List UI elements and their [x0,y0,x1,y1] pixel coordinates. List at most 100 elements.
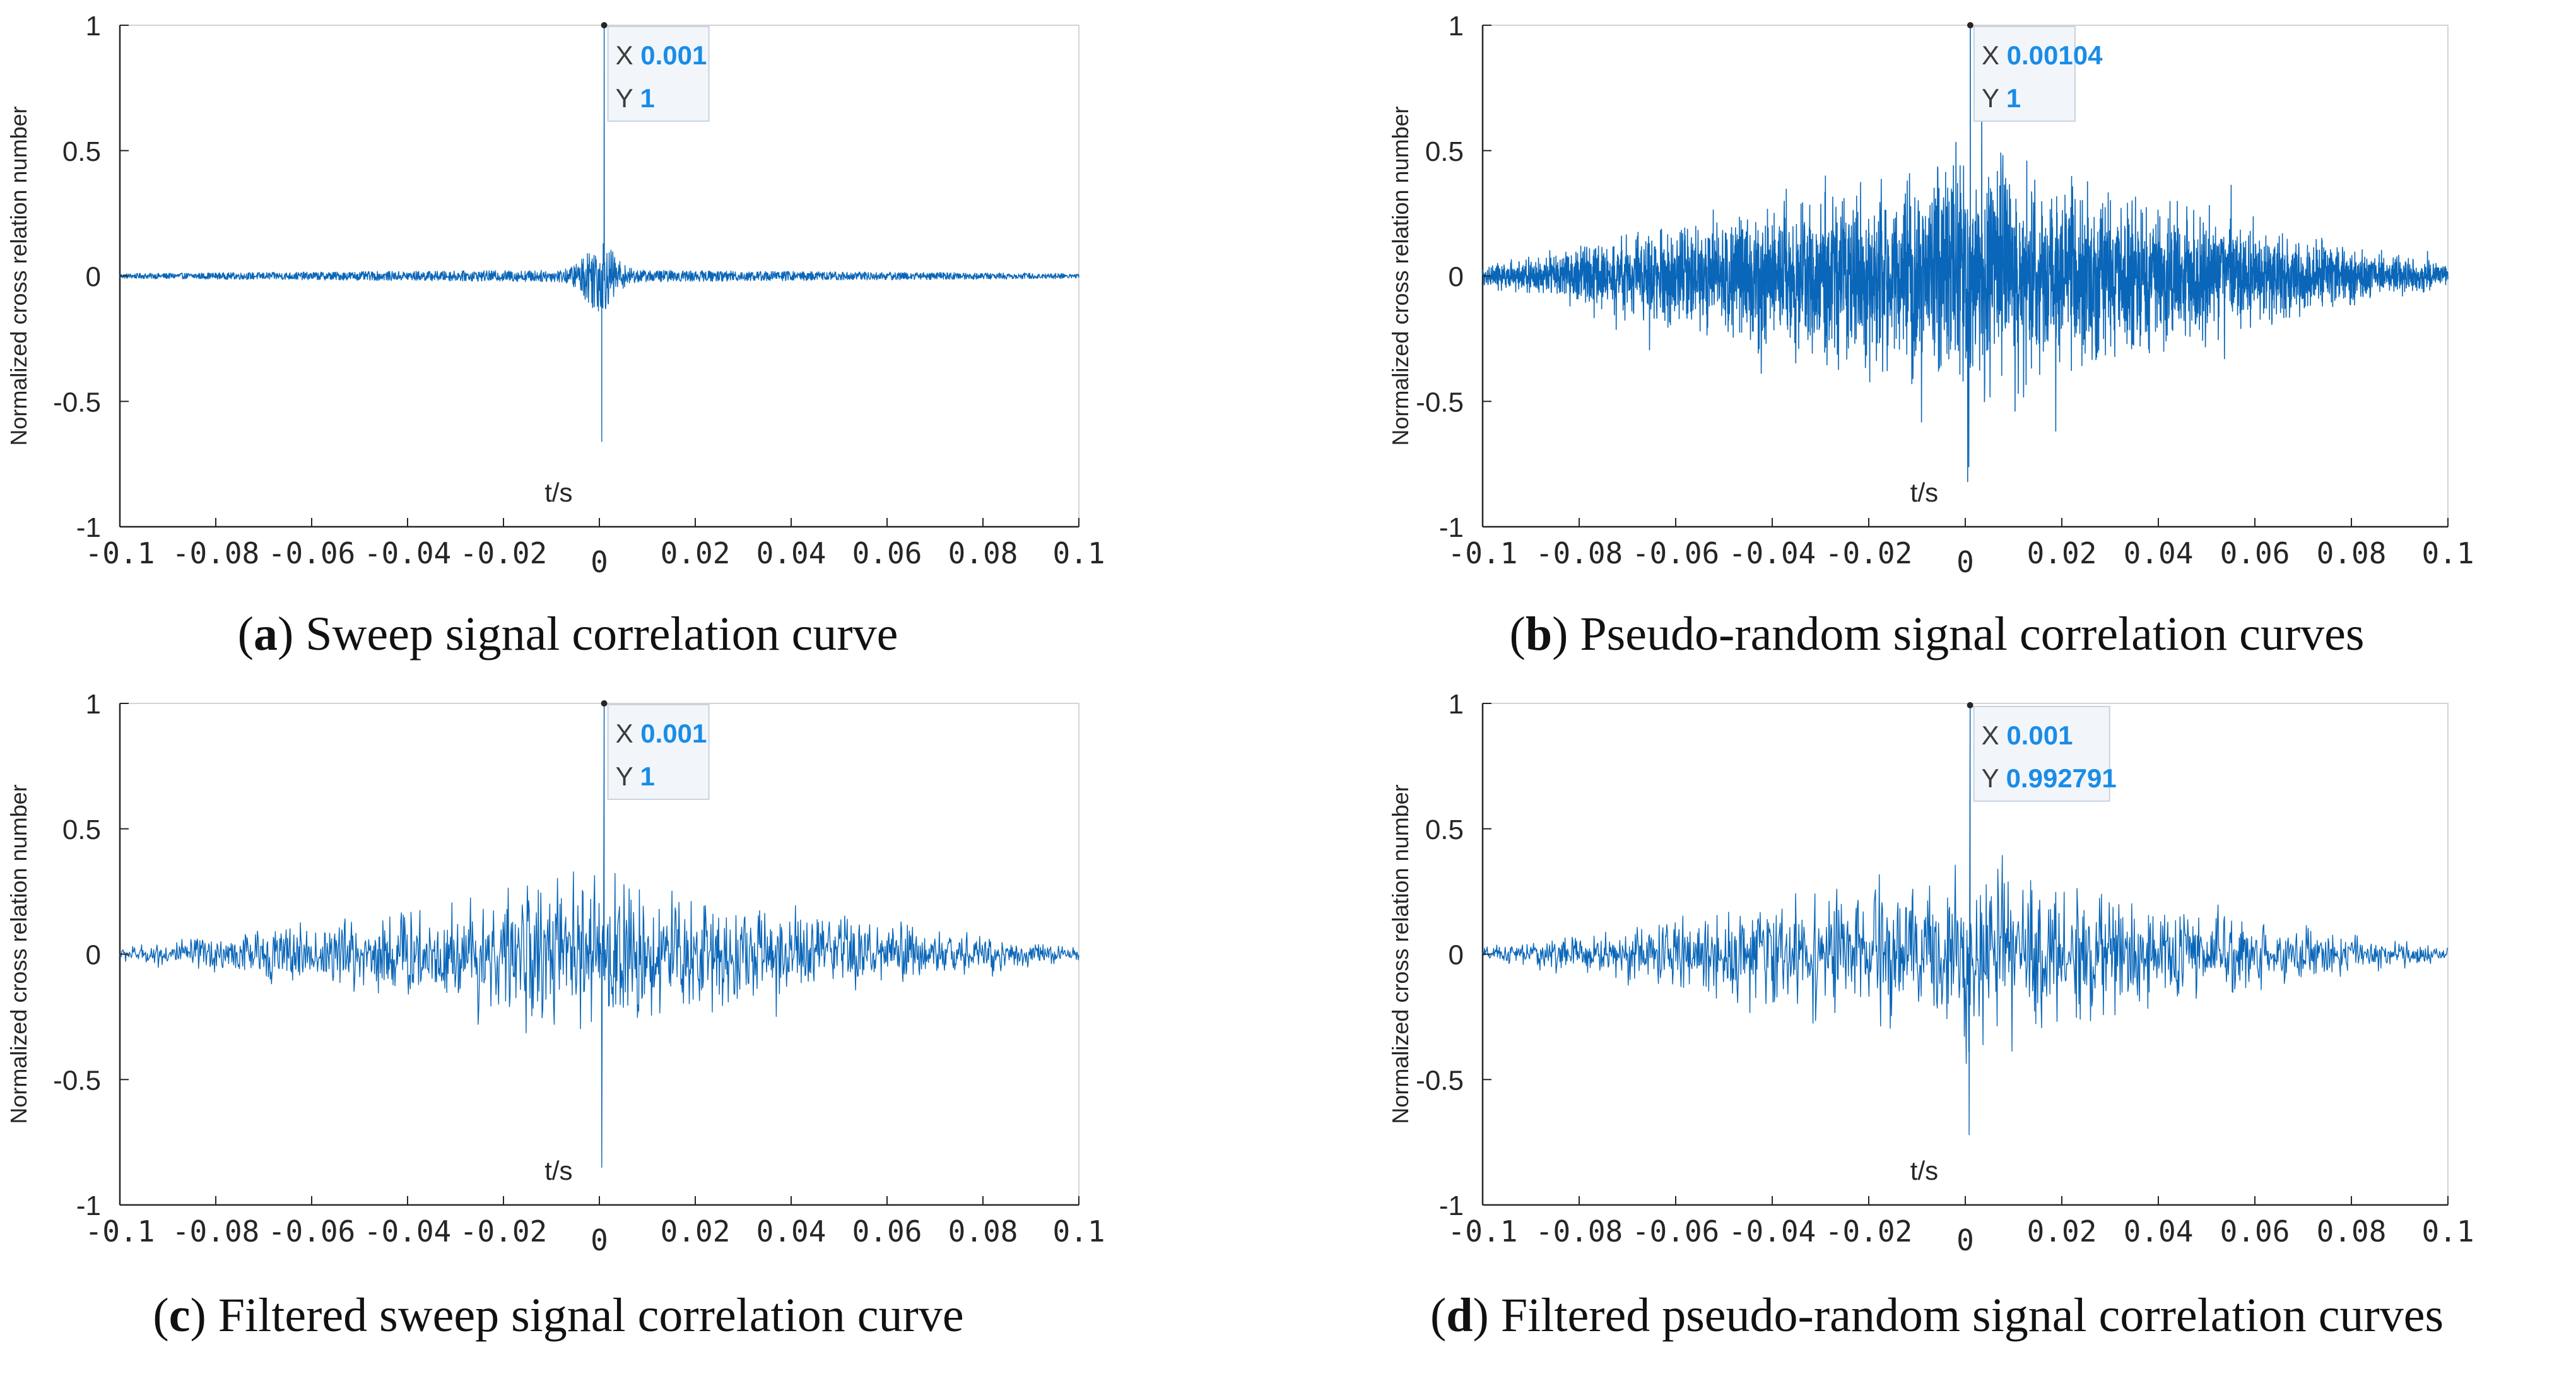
x-tick-label: 0.1 [1052,536,1105,570]
datatip-x-row: X 0.001 [1982,720,2073,750]
datatip-x-row: X 0.001 [616,719,707,748]
x-tick-label: 0 [1956,545,1974,579]
y-axis-label-a: Normalized cross relation number [6,106,32,445]
x-tick-label: 0.04 [756,536,826,570]
x-tick-label: -0.1 [85,536,155,570]
x-tick-label: -0.04 [1729,1214,1816,1248]
y-tick-label: -1 [76,1190,101,1221]
y-tick-label: -1 [1439,1190,1464,1221]
datatip-y-row: Y 1 [616,761,655,791]
x-tick-label: -0.06 [268,536,355,570]
x-tick-label: 0.08 [2317,536,2387,570]
y-tick-label: -1 [76,512,101,543]
x-tick-label: -0.02 [1825,1214,1912,1248]
x-tick-label: 0.02 [661,536,731,570]
x-tick-label: -0.02 [460,1214,547,1248]
y-tick-label: 0 [86,262,101,293]
datatip-box-c[interactable] [607,704,710,800]
datatip-marker-b [1967,22,1973,28]
y-tick-label: 0 [1449,262,1464,293]
x-axis-label-a: t/s [544,478,572,507]
y-tick-label: -1 [1439,512,1464,543]
x-tick-label: 0.04 [756,1214,826,1248]
x-tick-label: 0.04 [2124,536,2194,570]
y-tick-label: 1 [1449,689,1464,720]
x-tick-label: 0 [1956,1223,1974,1257]
caption-d: (d) Filtered pseudo-random signal correl… [1430,1289,2444,1342]
x-tick-label: -0.1 [1448,1214,1518,1248]
datatip-y-row: Y 0.992791 [1982,763,2117,793]
caption-b: (b) Pseudo-random signal correlation cur… [1510,608,2365,661]
chart-panel-d: -0.1 -0.08 -0.06 -0.04 -0.02 0 0.02 0.04 0.06 0.0… [1387,689,2474,1342]
y-tick-label: 1 [86,11,101,42]
y-axis-label-d: Normalized cross relation number [1387,784,1413,1124]
y-axis-label-b: Normalized cross relation number [1387,106,1413,445]
x-tick-label: 0.06 [2220,1214,2290,1248]
x-tick-label: 0 [591,1223,608,1257]
signal-line-a [119,25,1079,442]
x-tick-label: -0.06 [1632,1214,1719,1248]
x-tick-label: -0.04 [1729,536,1816,570]
datatip-box-d[interactable] [1973,705,2110,802]
chart-panel-a: -0.1 -0.08 -0.06 -0.04 -0.02 0 0.02 0.04 0.06 0.0… [6,11,1105,661]
y-tick-label: -0.5 [53,387,101,418]
y-tick-label: 1 [1449,11,1464,42]
x-tick-label: 0.08 [948,536,1018,570]
x-axis-label-d: t/s [1910,1156,1938,1185]
y-axis-label-c: Normalized cross relation number [6,784,32,1124]
datatip-marker-c [601,700,608,707]
y-tick-label: -0.5 [1416,1065,1464,1096]
y-tick-label: 0 [86,940,101,971]
x-tick-label: -0.06 [268,1214,355,1248]
chart-panel-c: -0.1 -0.08 -0.06 -0.04 -0.02 0 0.02 0.04 0.06 0.0… [6,689,1105,1342]
datatip-marker-a [601,22,608,28]
x-tick-label: -0.08 [1536,1214,1623,1248]
x-tick-label: -0.02 [1825,536,1912,570]
datatip-box-a[interactable] [607,26,710,122]
x-tick-label: -0.08 [172,1214,259,1248]
datatip-y-row: Y 1 [616,83,655,113]
y-tick-label: -0.5 [1416,387,1464,418]
x-tick-label: 0 [591,545,608,579]
datatip-box-b[interactable] [1973,26,2076,122]
x-tick-label: -0.04 [364,1214,451,1248]
datatip-x-row: X 0.001 [616,40,707,70]
x-tick-label: 0.08 [948,1214,1018,1248]
signal-line-c [119,703,1079,1168]
x-tick-label: -0.04 [364,536,451,570]
x-tick-label: -0.1 [85,1214,155,1248]
y-tick-label: 0.5 [1425,136,1464,167]
x-tick-label: -0.08 [172,536,259,570]
x-tick-label: 0.1 [2421,536,2474,570]
y-tick-label: 0.5 [1425,814,1464,845]
x-tick-label: 0.1 [2421,1214,2474,1248]
x-tick-label: -0.1 [1448,536,1518,570]
x-axis-label-b: t/s [1910,478,1938,507]
signal-line-d [1482,705,2449,1136]
x-tick-label: 0.02 [2027,1214,2097,1248]
y-tick-label: 0 [1449,940,1464,971]
datatip-y-row: Y 1 [1982,83,2021,113]
x-tick-label: -0.08 [1536,536,1623,570]
y-tick-label: -0.5 [53,1065,101,1096]
caption-a: (a) Sweep signal correlation curve [238,608,898,661]
y-tick-label: 0.5 [62,814,101,845]
x-tick-label: -0.06 [1632,536,1719,570]
y-tick-label: 0.5 [62,136,101,167]
x-tick-label: 0.02 [661,1214,731,1248]
x-axis-label-c: t/s [544,1156,572,1185]
x-tick-label: 0.04 [2124,1214,2194,1248]
chart-panel-b: -0.1 -0.08 -0.06 -0.04 -0.02 0 0.02 0.04 0.06 0.0… [1387,11,2474,661]
datatip-x-row: X 0.00104 [1982,40,2103,70]
x-tick-label: 0.06 [2220,536,2290,570]
datatip-marker-d [1967,702,1973,708]
y-tick-label: 1 [86,689,101,720]
x-tick-label: 0.1 [1052,1214,1105,1248]
x-tick-label: -0.02 [460,536,547,570]
x-tick-label: 0.06 [852,1214,922,1248]
x-tick-label: 0.06 [852,536,922,570]
signal-line-b [1482,25,2449,483]
x-tick-label: 0.08 [2317,1214,2387,1248]
x-tick-label: 0.02 [2027,536,2097,570]
